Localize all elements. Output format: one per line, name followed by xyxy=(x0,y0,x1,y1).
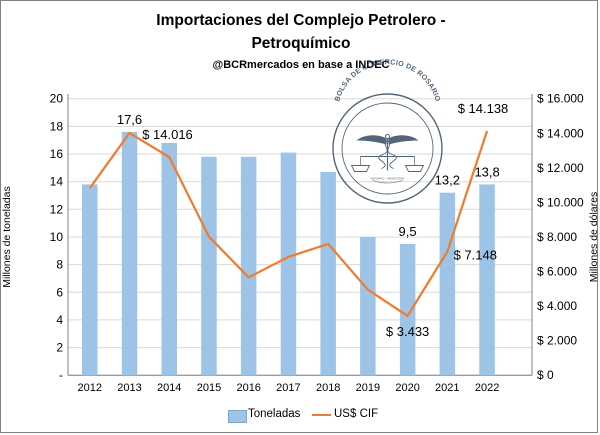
svg-text:$ 3.433: $ 3.433 xyxy=(386,324,429,339)
svg-text:2013: 2013 xyxy=(117,382,141,394)
svg-text:2014: 2014 xyxy=(157,382,181,394)
svg-text:$ 12.000: $ 12.000 xyxy=(537,161,584,175)
svg-text:$ 10.000: $ 10.000 xyxy=(537,195,584,209)
svg-text:$ 14.016: $ 14.016 xyxy=(142,127,193,142)
svg-text:$ 2.000: $ 2.000 xyxy=(537,334,577,348)
svg-text:8: 8 xyxy=(56,258,63,272)
svg-text:2020: 2020 xyxy=(395,382,419,394)
svg-text:6: 6 xyxy=(56,285,63,299)
svg-text:$ 7.148: $ 7.148 xyxy=(454,248,497,263)
svg-text:17,6: 17,6 xyxy=(117,112,142,127)
svg-text:2021: 2021 xyxy=(435,382,459,394)
svg-text:10: 10 xyxy=(50,230,64,244)
svg-text:13,8: 13,8 xyxy=(474,164,499,179)
svg-text:12: 12 xyxy=(50,202,64,216)
svg-text:2022: 2022 xyxy=(475,382,499,394)
svg-text:16: 16 xyxy=(50,147,64,161)
svg-text:20: 20 xyxy=(50,92,64,106)
svg-text:$ 8.000: $ 8.000 xyxy=(537,230,577,244)
svg-text:13,2: 13,2 xyxy=(435,173,460,188)
svg-text:-: - xyxy=(59,368,63,382)
svg-text:ROSARIO - ARGENTINA: ROSARIO - ARGENTINA xyxy=(371,177,405,181)
svg-text:$ 14.000: $ 14.000 xyxy=(537,126,584,140)
svg-text:9,5: 9,5 xyxy=(399,224,417,239)
svg-text:$ 4.000: $ 4.000 xyxy=(537,299,577,313)
svg-text:$ 6.000: $ 6.000 xyxy=(537,265,577,279)
svg-text:$ 16.000: $ 16.000 xyxy=(537,92,584,106)
svg-text:2019: 2019 xyxy=(356,382,380,394)
svg-text:2: 2 xyxy=(56,341,63,355)
svg-text:2015: 2015 xyxy=(197,382,221,394)
svg-text:14: 14 xyxy=(50,175,64,189)
svg-text:18: 18 xyxy=(50,119,64,133)
svg-text:$ 14.138: $ 14.138 xyxy=(458,101,509,116)
svg-text:4: 4 xyxy=(56,313,63,327)
svg-text:2018: 2018 xyxy=(316,382,340,394)
svg-text:$ 0: $ 0 xyxy=(537,368,554,382)
svg-text:2012: 2012 xyxy=(78,382,102,394)
svg-text:2016: 2016 xyxy=(236,382,260,394)
svg-text:2017: 2017 xyxy=(276,382,300,394)
